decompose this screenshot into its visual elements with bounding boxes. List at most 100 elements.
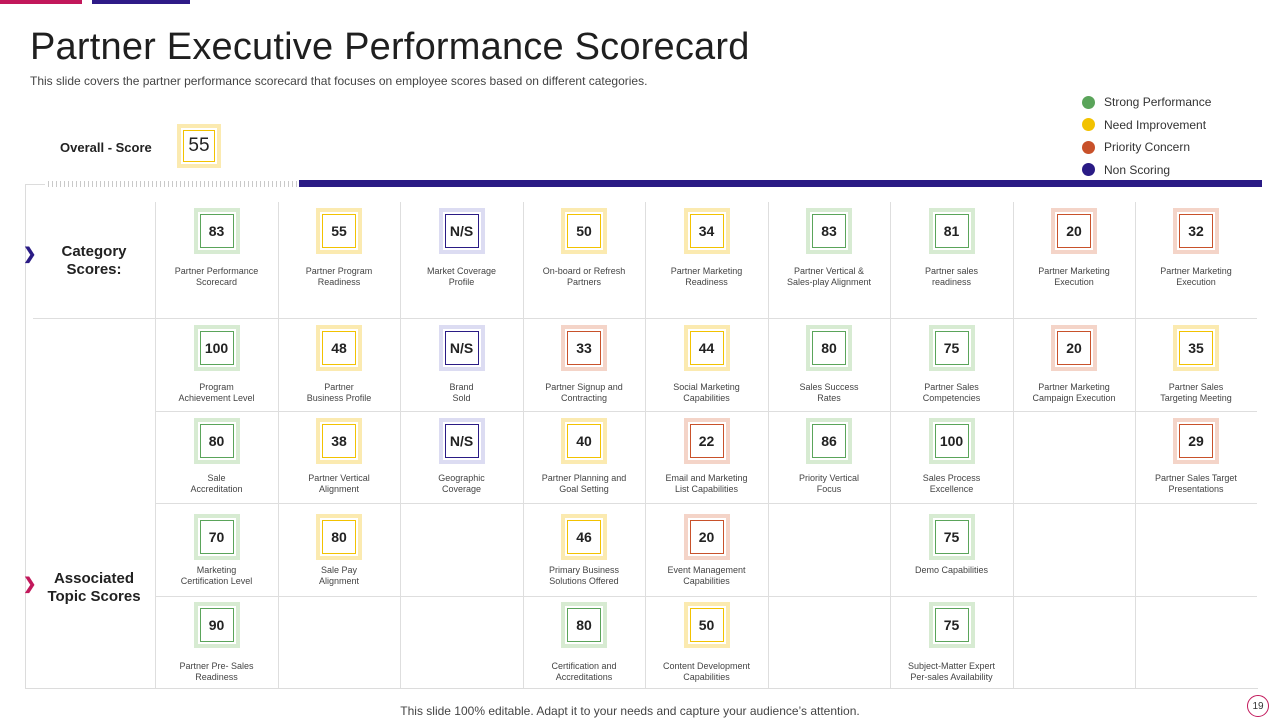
bottom-frame-line xyxy=(25,688,1258,689)
score-value: 86 xyxy=(812,424,846,458)
score-value: 55 xyxy=(322,214,356,248)
legend-dot-icon xyxy=(1082,118,1095,132)
score-caption: Partner Marketing Execution xyxy=(1160,266,1232,287)
score-value: 32 xyxy=(1179,214,1213,248)
chevron-right-icon: ❯ xyxy=(23,576,37,593)
page-title: Partner Executive Performance Scorecard xyxy=(30,26,750,68)
legend-item: Priority Concern xyxy=(1082,136,1211,159)
score-caption: Marketing Certification Level xyxy=(180,565,253,586)
score-value: N/S xyxy=(444,214,479,248)
score-value: 83 xyxy=(199,214,234,248)
grid-column-separator xyxy=(645,202,646,688)
score-caption: Social Marketing Capabilities xyxy=(673,382,740,403)
score-box: 80 xyxy=(316,514,362,560)
legend-label: Need Improvement xyxy=(1104,117,1207,132)
page-subtitle: This slide covers the partner performanc… xyxy=(30,74,648,88)
grid-row-separator xyxy=(155,596,1257,597)
score-value: 48 xyxy=(322,331,356,365)
score-box: 83 xyxy=(193,208,240,254)
legend-item: Non Scoring xyxy=(1082,159,1211,182)
score-caption: Partner Vertical Alignment xyxy=(308,473,370,494)
score-value: 75 xyxy=(934,331,969,365)
score-caption: Sales Process Excellence xyxy=(922,473,981,494)
grid-row-separator xyxy=(155,411,1257,412)
score-caption: Email and Marketing List Capabilities xyxy=(665,473,748,494)
score-box: 22 xyxy=(683,418,730,464)
score-value: 80 xyxy=(812,331,846,365)
score-caption: Certification and Accreditations xyxy=(551,661,617,682)
score-caption: Sale Accreditation xyxy=(190,473,243,494)
overall-score-label: Overall - Score xyxy=(60,140,152,155)
score-caption: Partner Marketing Execution xyxy=(1038,266,1110,287)
score-box: 20 xyxy=(1051,325,1097,371)
navy-divider xyxy=(299,180,1262,187)
score-box: 81 xyxy=(928,208,975,254)
score-caption: Partner sales readiness xyxy=(924,266,979,287)
score-box: 38 xyxy=(316,418,362,464)
score-box: 32 xyxy=(1173,208,1219,254)
score-value: 90 xyxy=(199,608,234,642)
legend-dot-icon xyxy=(1082,163,1095,177)
score-box: 20 xyxy=(683,514,730,560)
score-value: 75 xyxy=(934,520,969,554)
score-caption: Sale Pay Alignment xyxy=(318,565,360,586)
score-box: 50 xyxy=(683,602,730,648)
score-value: 34 xyxy=(689,214,724,248)
score-box: N/S xyxy=(438,325,485,371)
score-caption: Partner Planning and Goal Setting xyxy=(541,473,627,494)
score-box: 90 xyxy=(193,602,240,648)
legend-item: Need Improvement xyxy=(1082,114,1211,137)
score-caption: Partner Sales Competencies xyxy=(922,382,981,403)
score-caption: Priority Vertical Focus xyxy=(798,473,860,494)
score-box: 35 xyxy=(1173,325,1219,371)
score-box: 75 xyxy=(928,602,975,648)
score-value: 50 xyxy=(689,608,724,642)
score-box: N/S xyxy=(438,208,485,254)
grid-column-separator xyxy=(155,202,156,688)
score-value: 29 xyxy=(1179,424,1213,458)
grid-column-separator xyxy=(278,202,279,688)
score-value: 83 xyxy=(812,214,846,248)
score-value: 100 xyxy=(199,331,234,365)
score-caption: Demo Capabilities xyxy=(914,565,989,575)
chevron-right-icon: ❯ xyxy=(23,246,37,263)
score-caption: Partner Sales Targeting Meeting xyxy=(1160,382,1232,403)
score-caption: Partner Pre- Sales Readiness xyxy=(179,661,254,682)
score-value: 50 xyxy=(567,214,601,248)
score-value: 80 xyxy=(199,424,234,458)
grid-column-separator xyxy=(768,202,769,688)
score-box: 80 xyxy=(193,418,240,464)
left-frame-line xyxy=(25,184,26,688)
score-box: 100 xyxy=(928,418,975,464)
score-box: 29 xyxy=(1173,418,1219,464)
score-value: 33 xyxy=(567,331,601,365)
score-value: 40 xyxy=(567,424,601,458)
score-value: 75 xyxy=(934,608,969,642)
grid-column-separator xyxy=(1135,202,1136,688)
score-caption: Geographic Coverage xyxy=(438,473,485,494)
score-caption: Content Development Capabilities xyxy=(662,661,751,682)
score-value: 20 xyxy=(689,520,724,554)
legend-label: Strong Performance xyxy=(1104,95,1212,110)
score-caption: Partner Performance Scorecard xyxy=(174,266,259,287)
legend-item: Strong Performance xyxy=(1082,91,1211,114)
score-box: 55 xyxy=(316,208,362,254)
score-value: 38 xyxy=(322,424,356,458)
score-caption: Partner Business Profile xyxy=(306,382,372,403)
legend: Strong Performance Need Improvement Priori… xyxy=(1082,91,1211,181)
category-scores-label: Category Scores: xyxy=(61,243,127,278)
footer-note: This slide 100% editable. Adapt it to yo… xyxy=(400,704,860,718)
dashed-divider xyxy=(48,181,298,187)
score-value: N/S xyxy=(444,424,479,458)
legend-label: Non Scoring xyxy=(1104,162,1171,177)
score-value: 44 xyxy=(689,331,724,365)
associated-topic-scores-label: Associated Topic Scores xyxy=(47,570,141,605)
score-box: 48 xyxy=(316,325,362,371)
top-accent-bar-pink xyxy=(0,0,82,4)
score-box: 46 xyxy=(561,514,607,560)
score-value: 46 xyxy=(567,520,601,554)
score-caption: Brand Sold xyxy=(449,382,474,403)
page-number: 19 xyxy=(1247,695,1269,717)
score-box: 86 xyxy=(806,418,852,464)
score-box: 80 xyxy=(806,325,852,371)
